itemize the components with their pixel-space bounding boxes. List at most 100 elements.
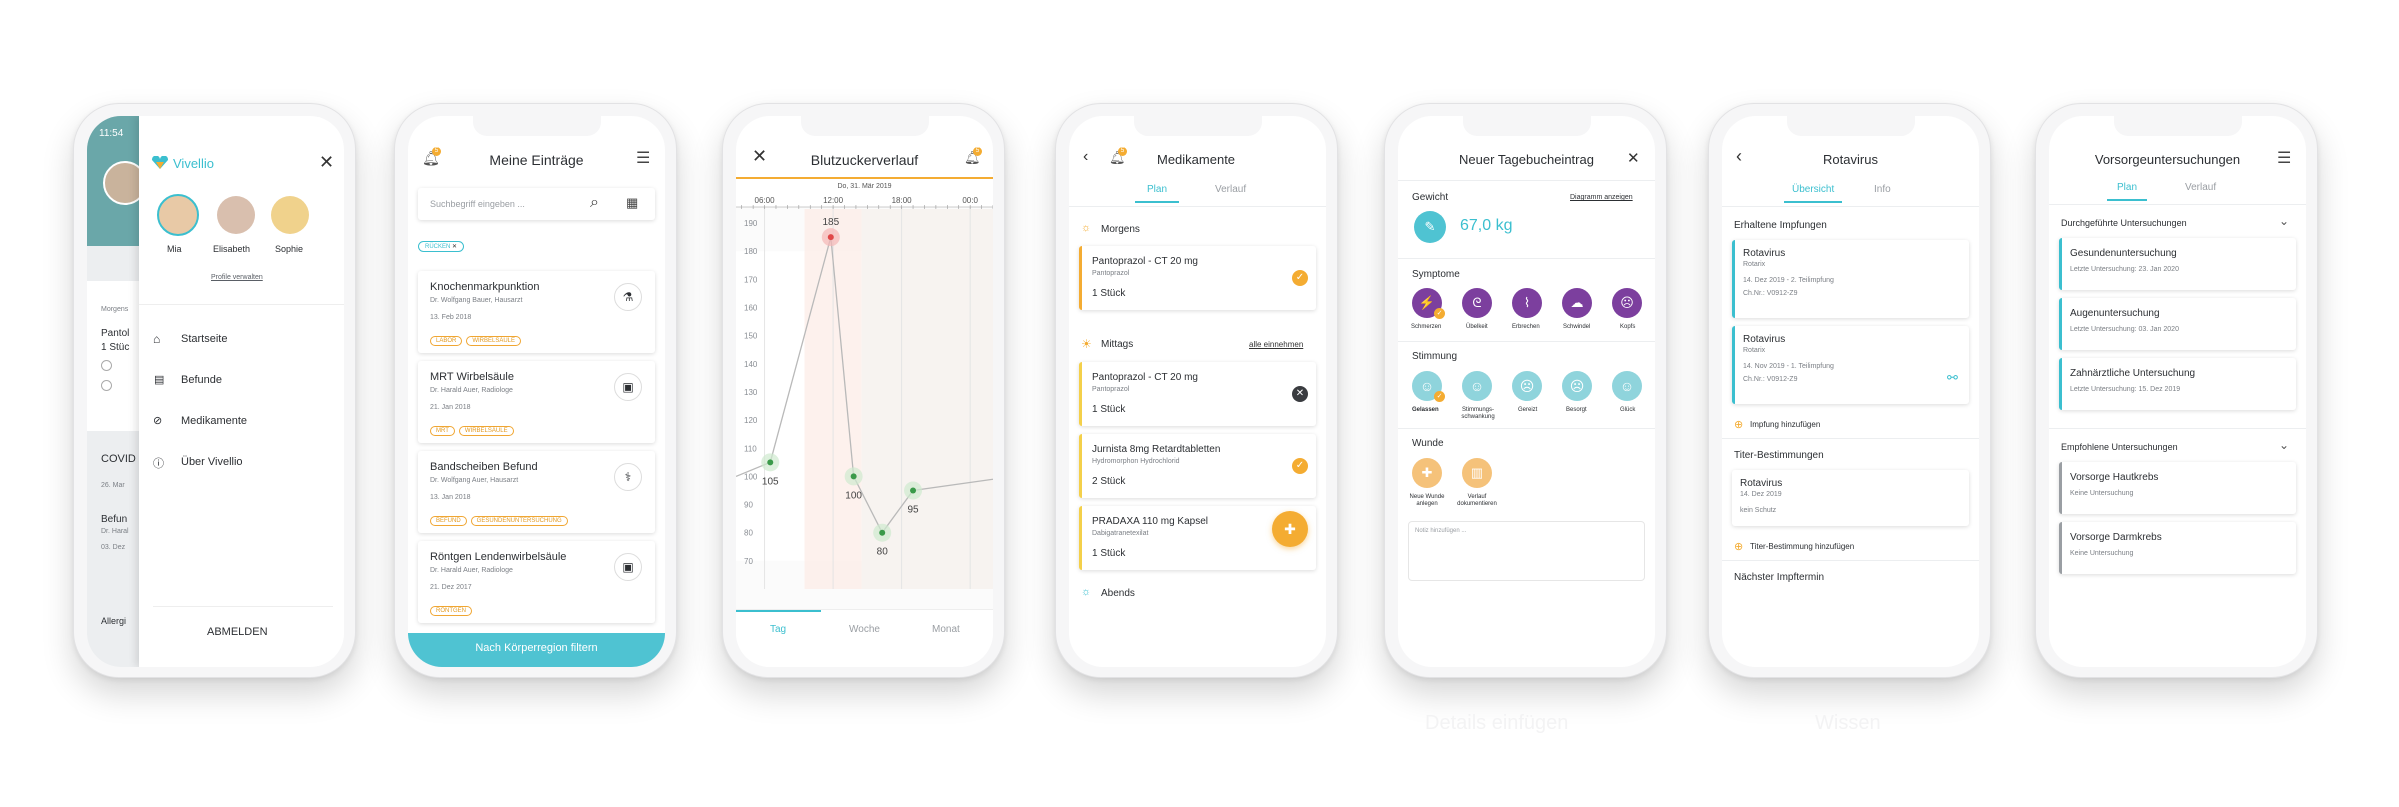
menu-item-startseite[interactable]: Startseite: [181, 333, 228, 345]
calendar-icon[interactable]: ▦: [626, 195, 639, 210]
progress-chart-icon[interactable]: ▥: [1462, 458, 1492, 488]
close-icon[interactable]: ✕: [319, 152, 335, 172]
headache-icon[interactable]: ☹: [1612, 288, 1642, 318]
tab-monat[interactable]: Monat: [932, 624, 960, 635]
back-arrow-icon[interactable]: ‹: [1736, 146, 1742, 166]
diagram-link[interactable]: Diagramm anzeigen: [1570, 194, 1633, 201]
data-point[interactable]: [767, 459, 774, 466]
search-icon[interactable]: ⌕: [590, 194, 599, 211]
blood-sugar-chart[interactable]: Do, 31. Mär 2019 06:00 12:00 18:00 00:0 190 18…: [736, 179, 993, 609]
profile-avatar-sophie[interactable]: [271, 196, 309, 234]
nausea-icon[interactable]: ᘓ: [1462, 288, 1492, 318]
worried-face-icon[interactable]: ☹: [1562, 371, 1592, 401]
add-circle-icon: ⊕: [1734, 419, 1744, 431]
taken-check-icon[interactable]: ✓: [1292, 458, 1308, 474]
phone-diary: Neuer Tagebucheintrag ✕ Gewicht Diagramm…: [1384, 103, 1667, 678]
chart-date: Do, 31. Mär 2019: [837, 183, 891, 190]
page-title: Blutzuckerverlauf: [810, 152, 919, 168]
edit-icon[interactable]: ✎: [1414, 211, 1446, 243]
vaccination-card[interactable]: Rotavirus Rotarix 14. Dez 2019 - 2. Teil…: [1732, 240, 1969, 318]
chevron-down-icon[interactable]: ⌄: [2279, 438, 2290, 452]
vomit-icon[interactable]: ⌇: [1512, 288, 1542, 318]
data-point[interactable]: [879, 529, 886, 536]
tab-plan[interactable]: Plan: [2107, 182, 2148, 201]
titer-card[interactable]: Rotavirus 14. Dez 2019 kein Schutz: [1732, 470, 1969, 526]
page-title: Medikamente: [1157, 152, 1236, 167]
chip-close-icon[interactable]: ✕: [452, 244, 458, 250]
back-arrow-icon[interactable]: ‹: [1083, 148, 1089, 165]
profile-avatar-mia[interactable]: [157, 194, 199, 236]
screen-entries: 🔔︎ 5 Meine Einträge ☰ Suchbegriff eingeb…: [408, 116, 665, 667]
list-item[interactable]: MRT Wirbelsäule Dr. Harald Auer, Radiolo…: [418, 361, 655, 443]
time-tick-label: 12:00: [823, 196, 844, 205]
data-point[interactable]: [850, 473, 857, 480]
checkup-card[interactable]: Vorsorge Darmkrebs Keine Untersuchung: [2059, 522, 2296, 574]
medication-card[interactable]: Pantoprazol - CT 20 mg Pantoprazol 1 Stü…: [1079, 246, 1316, 310]
filter-body-region-button[interactable]: Nach Körperregion filtern: [408, 633, 665, 667]
menu-item-ueber[interactable]: Über Vivellio: [181, 456, 243, 468]
checkup-card[interactable]: Vorsorge Hautkrebs Keine Untersuchung: [2059, 462, 2296, 514]
happy-face-icon[interactable]: ☺: [1612, 371, 1642, 401]
skipped-x-icon[interactable]: ✕: [1292, 386, 1308, 402]
search-input[interactable]: Suchbegriff eingeben ...: [430, 199, 525, 209]
note-textarea[interactable]: Notiz hinzufügen ...: [1408, 521, 1645, 581]
add-medication-button[interactable]: ✚: [1272, 511, 1308, 547]
notification-badge: 5: [432, 147, 441, 156]
screen-checkups: Vorsorgeuntersuchungen ☰ Plan Verlauf Du…: [2049, 116, 2306, 667]
add-titer-button[interactable]: Titer-Bestimmung hinzufügen: [1750, 542, 1855, 551]
list-item[interactable]: Röntgen Lendenwirbelsäule Dr. Harald Aue…: [418, 541, 655, 623]
filter-chip[interactable]: RÜCKEN ✕: [418, 241, 465, 252]
tab-plan[interactable]: Plan: [1135, 184, 1180, 203]
image-document-icon: ▣: [614, 553, 642, 581]
bandage-icon[interactable]: ✚: [1412, 458, 1442, 488]
logout-button[interactable]: ABMELDEN: [207, 626, 268, 638]
tab-uebersicht[interactable]: Übersicht: [1784, 184, 1843, 203]
close-icon[interactable]: ✕: [752, 146, 768, 166]
weight-value[interactable]: 67,0 kg: [1460, 217, 1513, 234]
tab-verlauf[interactable]: Verlauf: [2185, 182, 2217, 193]
pill-icon: ⊘: [153, 415, 163, 427]
image-document-icon: ▣: [614, 373, 642, 401]
y-tick-label: 70: [744, 557, 753, 566]
time-header: [736, 179, 993, 207]
next-appointment-label: Nächster Impftermin: [1734, 572, 1825, 583]
checkup-card[interactable]: Augenuntersuchung Letzte Untersuchung: 0…: [2059, 298, 2296, 350]
vaccination-card[interactable]: Rotavirus Rotarix 14. Nov 2019 - 1. Teil…: [1732, 326, 1969, 404]
data-point[interactable]: [827, 234, 834, 241]
menu-item-befunde[interactable]: Befunde: [181, 374, 222, 386]
data-point[interactable]: [910, 487, 917, 494]
list-item[interactable]: Bandscheiben Befund Dr. Wolfgang Auer, H…: [418, 451, 655, 533]
notification-badge: 5: [1118, 147, 1127, 156]
y-tick-label: 170: [744, 275, 758, 284]
tab-tag[interactable]: Tag: [770, 624, 787, 635]
medication-card[interactable]: Jurnista 8mg Retardtabletten Hydromorpho…: [1079, 434, 1316, 498]
list-item[interactable]: Knochenmarkpunktion Dr. Wolfgang Bauer, …: [418, 271, 655, 353]
hamburger-menu-icon[interactable]: ☰: [2277, 150, 2292, 167]
taken-check-icon[interactable]: ✓: [1292, 270, 1308, 286]
checkup-card[interactable]: Gesundenuntersuchung Letzte Untersuchung…: [2059, 238, 2296, 290]
tab-info[interactable]: Info: [1874, 184, 1891, 195]
menu-item-medikamente[interactable]: Medikamente: [181, 415, 248, 427]
manage-profiles-link[interactable]: Profile verwalten: [211, 274, 263, 281]
dizziness-icon[interactable]: ☁: [1562, 288, 1592, 318]
titer-label: Titer-Bestimmungen: [1734, 450, 1824, 461]
chevron-down-icon[interactable]: ⌄: [2279, 214, 2290, 228]
tab-woche[interactable]: Woche: [849, 624, 880, 635]
profile-avatar-elisabeth[interactable]: [217, 196, 255, 234]
screen-bloodsugar: ✕ Blutzuckerverlauf 🔔︎ 5 Do, 31. Mär 201…: [736, 116, 993, 667]
link-icon[interactable]: ⚯: [1947, 370, 1958, 385]
add-vaccination-button[interactable]: Impfung hinzufügen: [1750, 420, 1821, 429]
close-icon[interactable]: ✕: [1627, 150, 1640, 167]
screen-menu: 11:54 Morgens Pantol 1 Stüc COVID 26. Ma…: [87, 116, 344, 667]
symptoms-label: Symptome: [1412, 269, 1460, 280]
medication-card[interactable]: Pantoprazol - CT 20 mg Pantoprazol 1 Stü…: [1079, 362, 1316, 426]
irritated-face-icon[interactable]: ☹: [1512, 371, 1542, 401]
mood-swing-face-icon[interactable]: ☺: [1462, 371, 1492, 401]
checkup-card[interactable]: Zahnärztliche Untersuchung Letzte Unters…: [2059, 358, 2296, 410]
tab-verlauf[interactable]: Verlauf: [1215, 184, 1247, 195]
hamburger-menu-icon[interactable]: ☰: [636, 150, 651, 167]
add-circle-icon: ⊕: [1734, 541, 1744, 553]
y-tick-label: 90: [744, 501, 753, 510]
take-all-link[interactable]: alle einnehmen: [1249, 340, 1304, 349]
ghost-text: Details einfügen: [1425, 712, 1569, 734]
